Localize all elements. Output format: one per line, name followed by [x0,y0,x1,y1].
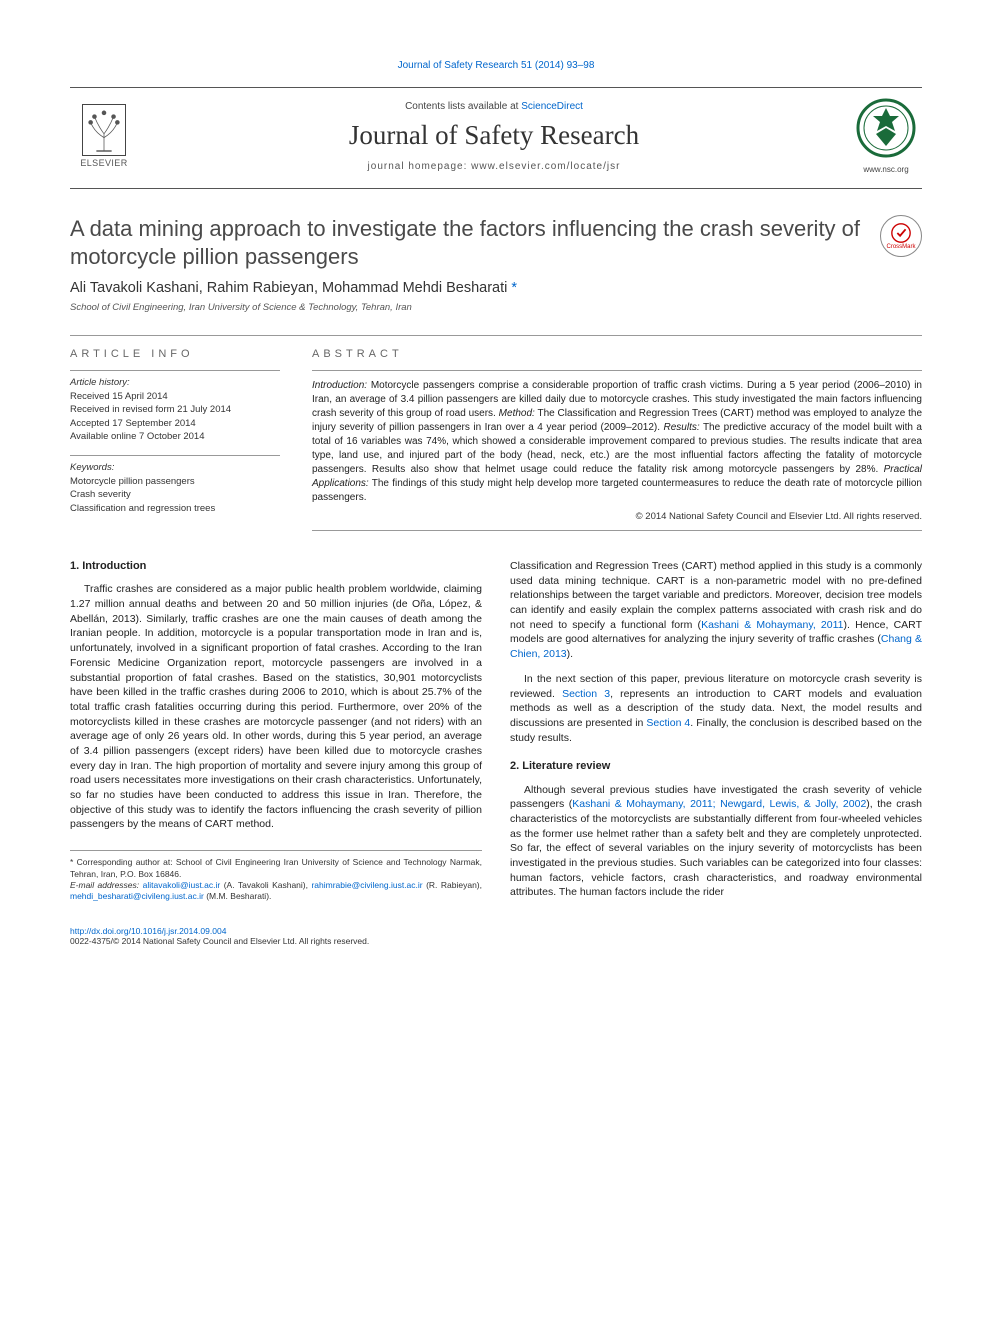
elsevier-logo: ELSEVIER [70,104,138,168]
s1-sec4[interactable]: Section 4 [646,717,690,729]
email-1-who: (A. Tavakoli Kashani), [220,880,311,890]
keyword-1: Crash severity [70,488,280,501]
journal-name: Journal of Safety Research [138,120,850,151]
elsevier-tree-icon [82,104,126,156]
s2-p1b: ), the crash characteristics of the moto… [510,798,922,898]
contents-prefix: Contents lists available at [405,101,521,112]
history-line-3: Available online 7 October 2014 [70,430,280,443]
page-footer: http://dx.doi.org/10.1016/j.jsr.2014.09.… [70,926,922,946]
section-1-p1: Traffic crashes are considered as a majo… [70,582,482,832]
footnotes: * Corresponding author at: School of Civ… [70,850,482,903]
article-info: ARTICLE INFO Article history: Received 1… [70,348,280,531]
keywords-label: Keywords: [70,462,280,473]
column-right: Classification and Regression Trees (CAR… [510,559,922,910]
abstract-heading: ABSTRACT [312,348,922,360]
crossmark-label: CrossMark [886,244,915,250]
journal-ref-link[interactable]: Journal of Safety Research 51 (2014) 93–… [398,60,595,71]
history-label: Article history: [70,377,280,388]
s1-sec3[interactable]: Section 3 [562,688,610,700]
info-abstract-block: ARTICLE INFO Article history: Received 1… [70,335,922,531]
abstract-intro-label: Introduction: [312,380,367,391]
history-line-1: Received in revised form 21 July 2014 [70,403,280,416]
header-center: Contents lists available at ScienceDirec… [138,101,850,172]
abstract-practical: The findings of this study might help de… [312,478,922,503]
article-title: A data mining approach to investigate th… [70,215,868,270]
email-3[interactable]: mehdi_besharati@civileng.iust.ac.ir [70,891,204,901]
abstract-copyright: © 2014 National Safety Council and Elsev… [312,511,922,522]
affiliation: School of Civil Engineering, Iran Univer… [70,302,922,313]
crossmark-icon [890,222,912,244]
journal-reference-line: Journal of Safety Research 51 (2014) 93–… [70,60,922,71]
s2-cite1[interactable]: Kashani & Mohaymany, 2011; Newgard, Lewi… [572,798,866,810]
email-footnote: E-mail addresses: alitavakoli@iust.ac.ir… [70,880,482,903]
history-line-0: Received 15 April 2014 [70,390,280,403]
sciencedirect-link[interactable]: ScienceDirect [521,101,583,112]
article-history-block: Article history: Received 15 April 2014 … [70,370,280,443]
section-1-head: 1. Introduction [70,559,482,574]
title-row: A data mining approach to investigate th… [70,215,922,270]
article-info-heading: ARTICLE INFO [70,348,280,360]
abstract-method-label: Method: [499,408,535,419]
abstract: ABSTRACT Introduction: Motorcycle passen… [312,348,922,531]
body-columns: 1. Introduction Traffic crashes are cons… [70,559,922,910]
elsevier-label: ELSEVIER [70,158,138,168]
s1-p2c: ). [567,648,573,660]
keywords-block: Keywords: Motorcycle pillion passengers … [70,455,280,515]
email-2-who: (R. Rabieyan), [423,880,482,890]
email-3-who: (M.M. Besharati). [204,891,272,901]
abstract-results-label: Results: [664,422,700,433]
abstract-body: Introduction: Motorcycle passengers comp… [312,370,922,505]
column-left: 1. Introduction Traffic crashes are cons… [70,559,482,910]
nsc-url: www.nsc.org [850,165,922,174]
header-band: ELSEVIER Contents lists available at Sci… [70,87,922,189]
contents-line: Contents lists available at ScienceDirec… [138,101,850,112]
corresponding-footnote: * Corresponding author at: School of Civ… [70,857,482,880]
nsc-logo: www.nsc.org [850,98,922,174]
authors: Ali Tavakoli Kashani, Rahim Rabieyan, Mo… [70,280,922,296]
section-2-head: 2. Literature review [510,759,922,774]
history-line-2: Accepted 17 September 2014 [70,417,280,430]
keyword-2: Classification and regression trees [70,502,280,515]
email-1[interactable]: alitavakoli@iust.ac.ir [143,880,221,890]
issn-copyright: 0022-4375/© 2014 National Safety Council… [70,936,369,946]
abstract-bottom-rule [312,530,922,531]
email-2[interactable]: rahimrabie@civileng.iust.ac.ir [311,880,422,890]
s1-cite2[interactable]: Kashani & Mohaymany, 2011 [701,619,843,631]
s1-p1-text: Traffic crashes are considered as a majo… [70,583,482,830]
crossmark-badge[interactable]: CrossMark [880,215,922,257]
section-2-p1: Although several previous studies have i… [510,783,922,901]
corresponding-symbol: * [511,280,517,296]
homepage-line: journal homepage: www.elsevier.com/locat… [138,161,850,172]
section-1-p3: In the next section of this paper, previ… [510,672,922,745]
section-1-p2: Classification and Regression Trees (CAR… [510,559,922,662]
authors-names: Ali Tavakoli Kashani, Rahim Rabieyan, Mo… [70,280,511,296]
email-label: E-mail addresses: [70,880,143,890]
doi-link[interactable]: http://dx.doi.org/10.1016/j.jsr.2014.09.… [70,926,226,936]
keyword-0: Motorcycle pillion passengers [70,475,280,488]
